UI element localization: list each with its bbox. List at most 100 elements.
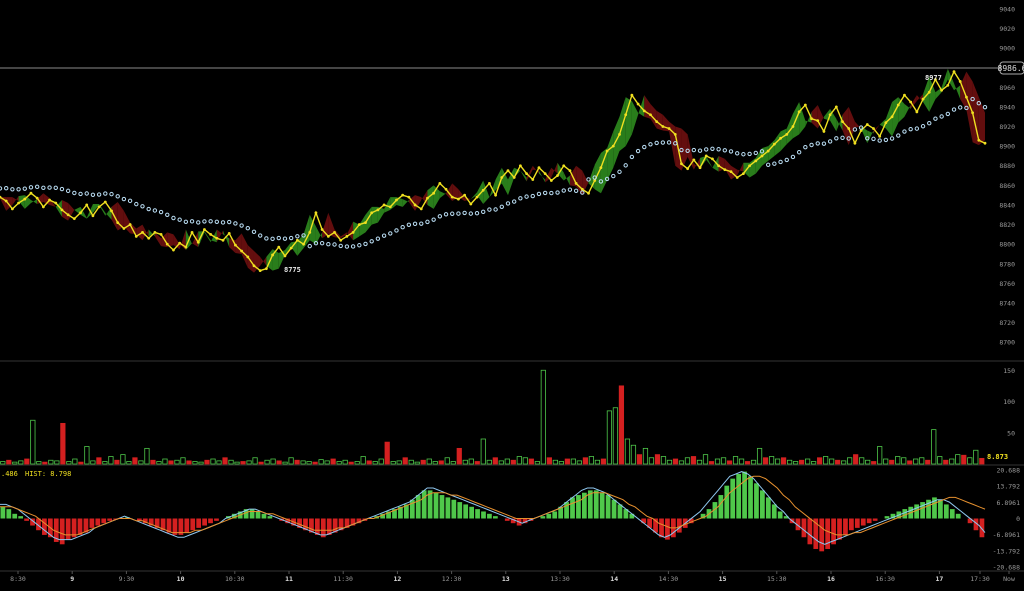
sar-dot: [982, 104, 988, 110]
volume-bar: [420, 459, 426, 465]
sar-dot: [821, 141, 827, 146]
macd-histogram-bar: [843, 518, 848, 535]
price-point: [661, 125, 665, 128]
macd-histogram-bar: [18, 516, 24, 519]
macd-histogram-bar: [24, 518, 29, 521]
price-point: [357, 223, 361, 226]
macd-histogram-bar: [564, 502, 569, 519]
cloud-segment: [706, 155, 713, 168]
cloud-segment: [718, 155, 725, 172]
time-tick-label: 11:30: [333, 575, 353, 583]
volume-bar: [360, 456, 366, 465]
time-tick-label: Now: [1003, 575, 1015, 583]
sar-dot: [288, 235, 294, 241]
price-point: [54, 201, 58, 205]
macd-histogram-bar: [0, 506, 6, 519]
sar-dot: [22, 186, 27, 191]
sar-dot: [319, 240, 325, 246]
price-point: [593, 179, 597, 182]
sar-dot: [233, 221, 238, 226]
price-point: [345, 234, 349, 238]
macd-histogram-bar: [611, 499, 617, 519]
price-point: [884, 121, 888, 125]
price-point: [4, 199, 8, 203]
price-point: [215, 236, 219, 240]
price-point: [952, 70, 956, 74]
macd-histogram-bar: [421, 490, 427, 519]
cloud-segment: [99, 203, 106, 216]
macd-histogram-bar: [320, 518, 326, 538]
cloud-segment: [346, 221, 354, 241]
cloud-segment: [74, 206, 81, 215]
volume-bar: [138, 460, 144, 465]
price-point: [506, 169, 510, 173]
macd-histogram-bar: [754, 483, 759, 519]
volume-bar: [967, 457, 973, 465]
macd-histogram-bar: [487, 513, 492, 519]
macd-histogram-bar: [326, 518, 332, 535]
macd-tick-label: -6.8961: [993, 531, 1020, 539]
time-tick-label: 17:30: [970, 575, 990, 583]
volume-bar: [78, 461, 84, 465]
cloud-segment: [582, 170, 589, 196]
macd-histogram-bar: [582, 492, 587, 519]
cloud-segment: [415, 195, 422, 211]
sar-dot: [350, 244, 356, 249]
price-point: [308, 231, 312, 234]
volume-bar: [462, 459, 468, 465]
macd-histogram-bar: [344, 518, 350, 528]
sar-dot: [462, 210, 467, 216]
volume-tick-label: 50: [1007, 429, 1015, 437]
cloud-segment: [551, 162, 558, 178]
volume-bar: [36, 461, 42, 465]
sar-dot: [660, 140, 666, 145]
sar-dot: [635, 148, 641, 154]
sar-dot: [196, 220, 201, 225]
volume-bar: [702, 454, 709, 465]
cloud-segment: [154, 232, 162, 247]
price-point: [946, 83, 950, 87]
macd-panel[interactable]: [0, 471, 986, 552]
volume-panel[interactable]: [0, 369, 985, 465]
volume-bar: [426, 458, 432, 465]
price-point: [816, 119, 820, 123]
cloud-segment: [724, 158, 732, 180]
volume-bar: [468, 458, 474, 465]
price-point: [859, 129, 863, 132]
macd-histogram-bar: [765, 497, 771, 519]
macd-histogram-bar: [552, 511, 558, 519]
volume-bar: [955, 454, 961, 465]
price-point: [680, 162, 683, 166]
volume-bar: [672, 458, 679, 465]
volume-bar: [318, 459, 324, 465]
sar-dot: [431, 217, 436, 222]
macd-histogram-bar: [736, 473, 742, 519]
volume-bar: [684, 457, 691, 465]
sar-dot: [623, 163, 628, 168]
volume-bar: [576, 460, 582, 465]
volume-bar: [648, 457, 655, 465]
volume-bar: [762, 457, 769, 465]
price-point: [234, 243, 237, 247]
volume-bar: [919, 457, 925, 465]
sar-dot: [827, 139, 833, 144]
volume-bar: [528, 458, 534, 465]
volume-bar: [450, 461, 456, 465]
price-panel[interactable]: [0, 68, 988, 273]
volume-bar: [204, 459, 210, 465]
volume-bar: [696, 459, 703, 465]
macd-histogram-bar: [914, 504, 920, 519]
sar-dot: [394, 228, 399, 233]
cloud-segment: [954, 83, 961, 100]
sar-dot: [518, 196, 523, 201]
price-point: [103, 200, 107, 204]
macd-histogram-bar: [65, 518, 71, 540]
sar-dot: [78, 191, 83, 197]
volume-bar: [390, 461, 396, 465]
sar-dot: [927, 121, 932, 126]
sar-dot: [654, 140, 659, 146]
macd-histogram-bar: [463, 504, 469, 519]
macd-histogram-bar: [30, 518, 35, 526]
